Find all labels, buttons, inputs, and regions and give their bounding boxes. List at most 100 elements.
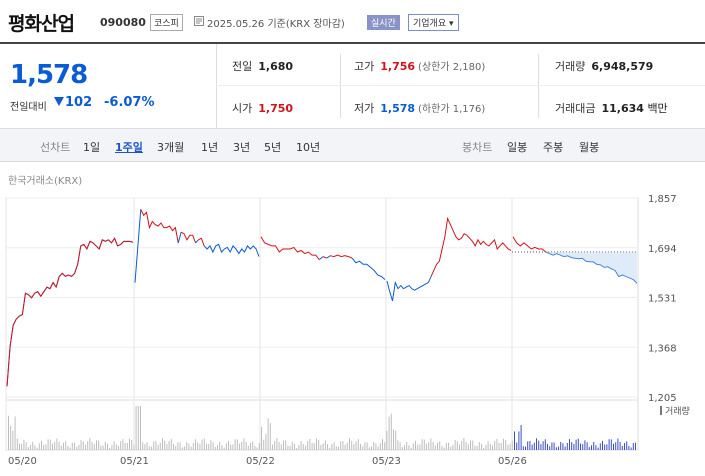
volume-bar <box>395 430 397 450</box>
volume-bar <box>135 406 137 450</box>
volume-bar <box>527 441 529 450</box>
volume-bar <box>507 444 509 450</box>
tab-1y[interactable]: 1년 <box>201 141 219 154</box>
price-series-line <box>260 236 320 260</box>
volume-bar <box>566 442 568 450</box>
tab-monthly[interactable]: 월봉 <box>579 141 600 154</box>
volume-bar <box>443 447 445 450</box>
volume-bar <box>415 440 416 450</box>
volume-bar <box>113 441 115 450</box>
volume-bar <box>144 444 146 450</box>
stock-name[interactable]: 평화산업 <box>8 13 75 35</box>
volume-bar <box>353 444 355 450</box>
price-chart[interactable]: 1,857 1,694 1,531 1,368 1,205 05/20 05/21 05/22… <box>0 186 705 476</box>
volume-bar <box>221 445 223 450</box>
volume-bar <box>186 441 188 450</box>
price-summary: 1,578 전일대비 102 -6.07% <box>0 44 217 128</box>
volume-bar <box>151 446 152 450</box>
volume-bar <box>140 406 141 450</box>
tab-1d[interactable]: 1일 <box>83 141 101 154</box>
tab-3m[interactable]: 3개월 <box>157 141 185 154</box>
volume-bar <box>456 441 458 450</box>
volume-bar <box>175 446 177 450</box>
volume-bar <box>551 442 553 450</box>
volume-bar <box>375 443 377 450</box>
volume-bar <box>305 445 306 450</box>
volume-bar <box>56 438 58 450</box>
volume-bar <box>448 442 449 450</box>
volume-bar <box>412 443 414 450</box>
high-price: 고가 1,756 (상한가 2,180) <box>354 60 486 73</box>
price-series-line <box>6 237 134 387</box>
tab-1w[interactable]: 1주일 <box>115 141 143 154</box>
volume-bar <box>14 416 16 450</box>
volume-bar <box>344 444 346 450</box>
y-tick-label: 1,857 <box>648 194 677 205</box>
x-tick-label: 05/26 <box>498 456 527 467</box>
volume-bar <box>104 441 106 450</box>
volume-bar <box>399 442 401 450</box>
volume-bar <box>219 441 221 450</box>
tab-10y[interactable]: 10년 <box>296 141 321 154</box>
volume-bar <box>472 440 474 450</box>
volume-bar <box>302 444 304 450</box>
volume-bar <box>632 443 634 450</box>
volume-bar <box>245 441 247 450</box>
corp-info-dropdown[interactable]: 기업개요 ▾ <box>408 14 459 31</box>
volume-bar <box>459 444 460 450</box>
volume-bar <box>311 443 313 450</box>
open-price: 시가 1,750 <box>232 102 294 115</box>
volume-bar <box>355 441 357 450</box>
volume-bar <box>635 442 636 450</box>
quote-date: 2025.05.26 기준(KRX 장마감) <box>207 19 345 30</box>
volume-bar <box>52 443 53 450</box>
volume-bar <box>408 445 410 450</box>
volume-bar <box>98 440 100 450</box>
tab-3y[interactable]: 3년 <box>233 141 251 154</box>
volume-bar <box>16 438 18 450</box>
volume-bar <box>60 445 62 450</box>
volume-bar <box>520 425 522 450</box>
chevron-down-icon: ▾ <box>449 19 454 29</box>
volume-bar <box>525 446 526 450</box>
volume-bar <box>109 447 111 450</box>
volume-bar <box>434 445 436 450</box>
tab-daily[interactable]: 일봉 <box>507 141 528 154</box>
volume-bar <box>604 444 606 450</box>
volume-bar <box>230 444 232 450</box>
tab-5y[interactable]: 5년 <box>264 141 282 154</box>
volume-bar <box>296 447 298 450</box>
volume-bar <box>47 439 49 450</box>
volume-bar <box>465 442 467 450</box>
volume-bar <box>349 438 350 450</box>
volume-bar <box>320 444 322 450</box>
volume-bar <box>115 444 117 450</box>
realtime-button[interactable]: 실시간 <box>367 15 400 30</box>
volume-bar <box>461 441 463 450</box>
volume-bar <box>12 430 14 450</box>
volume-bar <box>223 447 225 450</box>
volume-bar <box>118 445 119 450</box>
volume-bar <box>322 443 324 450</box>
price-series-line <box>512 236 547 253</box>
volume-bar <box>298 445 300 450</box>
volume-bar <box>338 446 339 450</box>
volume-bar <box>452 444 454 450</box>
volume-bar <box>146 442 148 450</box>
price-series-line <box>326 255 331 259</box>
price-series-line <box>386 276 432 302</box>
volume-bar <box>331 444 333 450</box>
volume-bar <box>327 444 328 450</box>
volume-bar <box>410 447 412 450</box>
volume-bar <box>100 445 102 450</box>
volume-bar <box>419 444 421 450</box>
volume-bar <box>256 447 258 450</box>
price-series-line <box>6 237 134 387</box>
volume-bar <box>166 444 168 450</box>
volume-bar <box>102 445 104 450</box>
tab-weekly[interactable]: 주봉 <box>543 141 564 154</box>
volume-bar <box>624 443 625 450</box>
volume-bar <box>71 442 73 450</box>
candle-chart-label: 봉차트 <box>462 141 493 154</box>
volume-bar <box>335 446 337 450</box>
